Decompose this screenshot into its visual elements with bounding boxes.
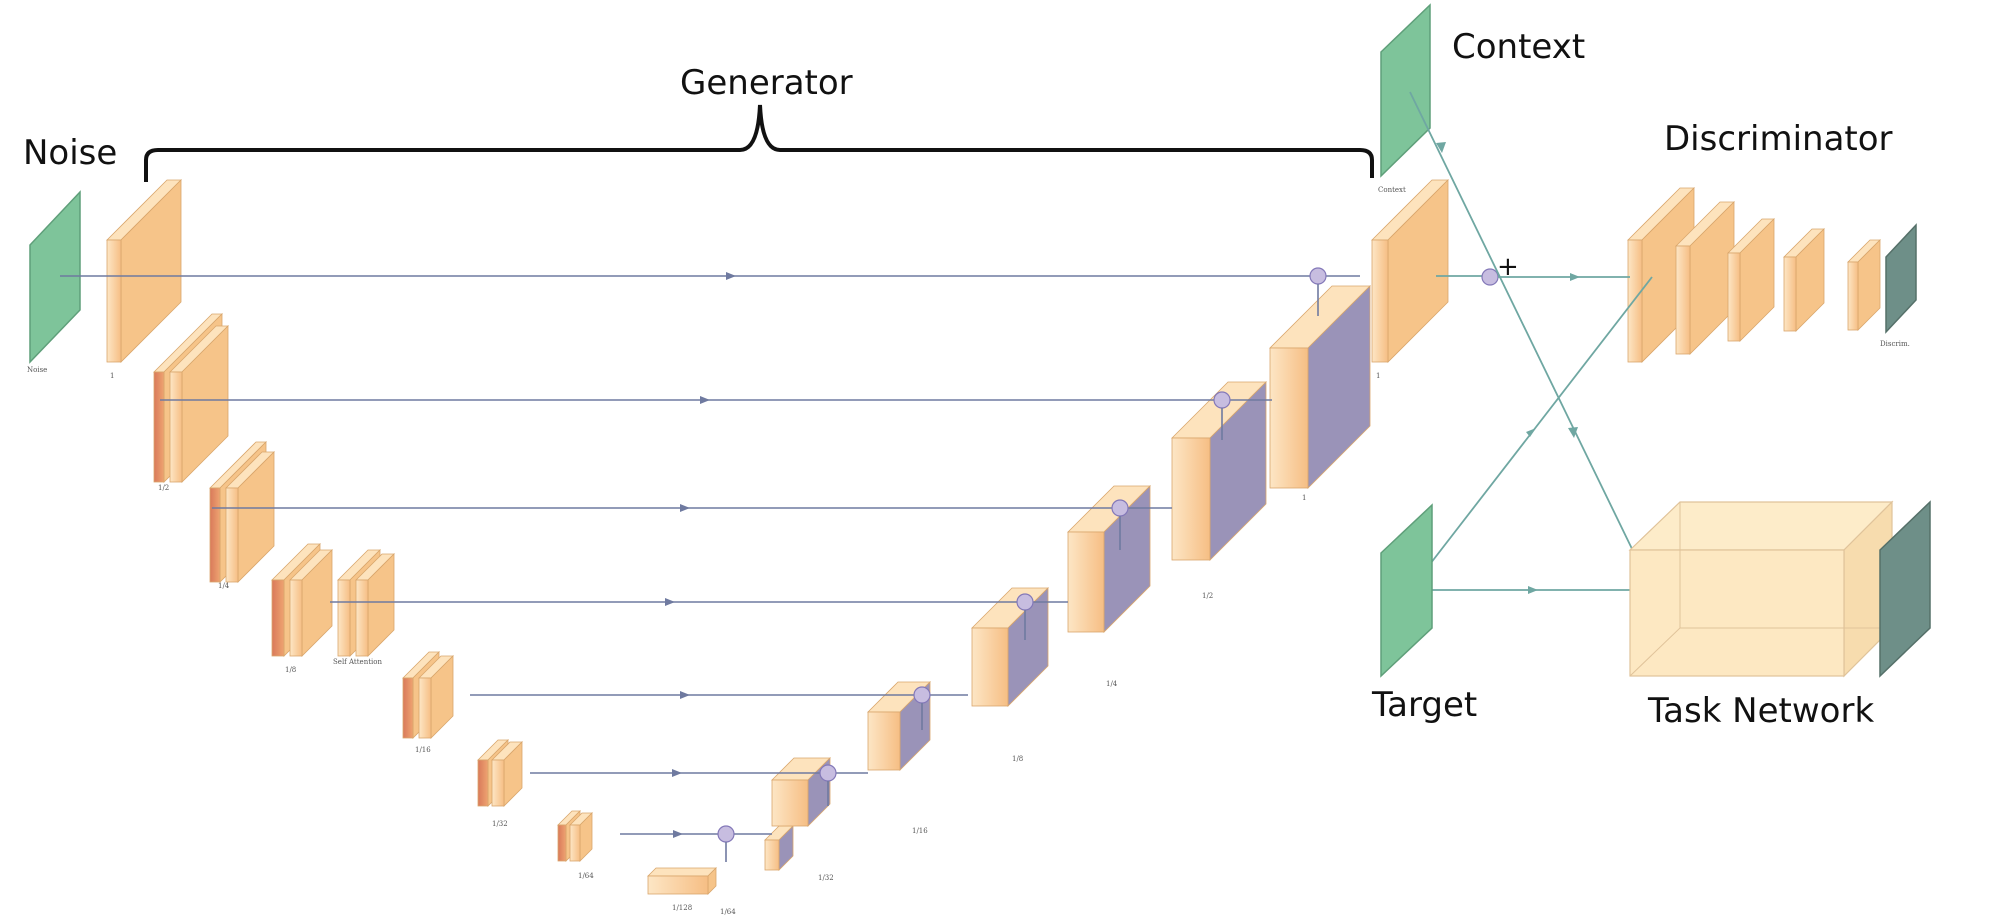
caption-scale-128: 1/128 [672,904,692,912]
decoder-block-7 [764,825,794,871]
concat-node-4 [1016,593,1034,611]
concat-node-3 [1111,499,1129,517]
noise-input-caption: Noise [27,366,47,374]
discriminator-label: Discriminator [1664,119,1893,159]
encoder-block-4b [289,549,333,657]
decoder-block-3 [1067,485,1151,633]
encoder-block-6b [491,741,523,807]
noise-input-plane [29,190,81,364]
decoder-block-2 [1171,381,1267,561]
task-network-label: Task Network [1647,691,1874,731]
concat-node-1 [1309,267,1327,285]
encoder-block-7b [569,812,593,862]
caption-scale-32-dec: 1/32 [818,874,834,882]
caption-scale-8-dec: 1/8 [1012,755,1023,763]
discriminator-output-plane [1885,223,1917,334]
caption-self-attention: Self Attention [333,658,382,666]
noise-label: Noise [23,133,117,173]
caption-scale-2-enc: 1/2 [158,484,169,492]
generator-output-block [1371,179,1449,363]
bottleneck-block [647,867,717,895]
concat-nodes [717,267,1327,862]
generator-blocks [106,179,1881,895]
task-network-box [1628,500,1894,678]
caption-scale-1-enc: 1 [110,372,114,380]
discriminator-block-4 [1783,228,1825,332]
task-network-output-plane [1879,500,1931,678]
caption-scale-1-out: 1 [1376,372,1380,380]
caption-scale-64-dec: 1/64 [720,908,736,916]
caption-scale-16-dec: 1/16 [912,827,928,835]
context-input-caption: Context [1378,186,1406,194]
caption-scale-2-dec: 1/2 [1202,592,1213,600]
encoder-block-1 [106,179,182,363]
encoder-block-3b [225,451,275,583]
plus-sign: + [1497,252,1519,282]
target-input-plane [1380,503,1433,678]
target-label: Target [1371,685,1477,725]
generator-label: Generator [680,63,853,103]
skip-connections [60,272,1360,838]
caption-scale-1-dec: 1 [1302,494,1306,502]
discriminator-sum-node [1481,268,1499,286]
caption-scale-16-enc: 1/16 [415,746,431,754]
context-input-plane [1380,3,1431,178]
caption-scale-4-dec: 1/4 [1106,680,1118,688]
generator-brace [144,104,1374,182]
caption-scale-4-enc: 1/4 [218,582,230,590]
block-captions: 1 1/2 1/4 1/8 Self Attention 1/16 1/32 1… [110,372,1380,916]
discriminator-block-5 [1847,239,1881,331]
context-label: Context [1452,27,1585,67]
encoder-block-5b [418,655,454,739]
caption-scale-8-enc: 1/8 [285,666,296,674]
discriminator-block-3 [1727,218,1775,342]
caption-scale-64-enc: 1/64 [578,872,594,880]
concat-node-6 [819,764,837,782]
decoder-block-4 [971,587,1049,707]
decoder-block-1 [1269,285,1371,489]
attention-block-b [355,553,395,657]
concat-node-7 [717,825,735,843]
concat-node-2 [1213,391,1231,409]
concat-node-5 [913,686,931,704]
discriminator-output-caption: Discrim. [1880,340,1910,348]
discriminator-block-2 [1675,201,1735,355]
caption-scale-32-enc: 1/32 [492,820,508,828]
